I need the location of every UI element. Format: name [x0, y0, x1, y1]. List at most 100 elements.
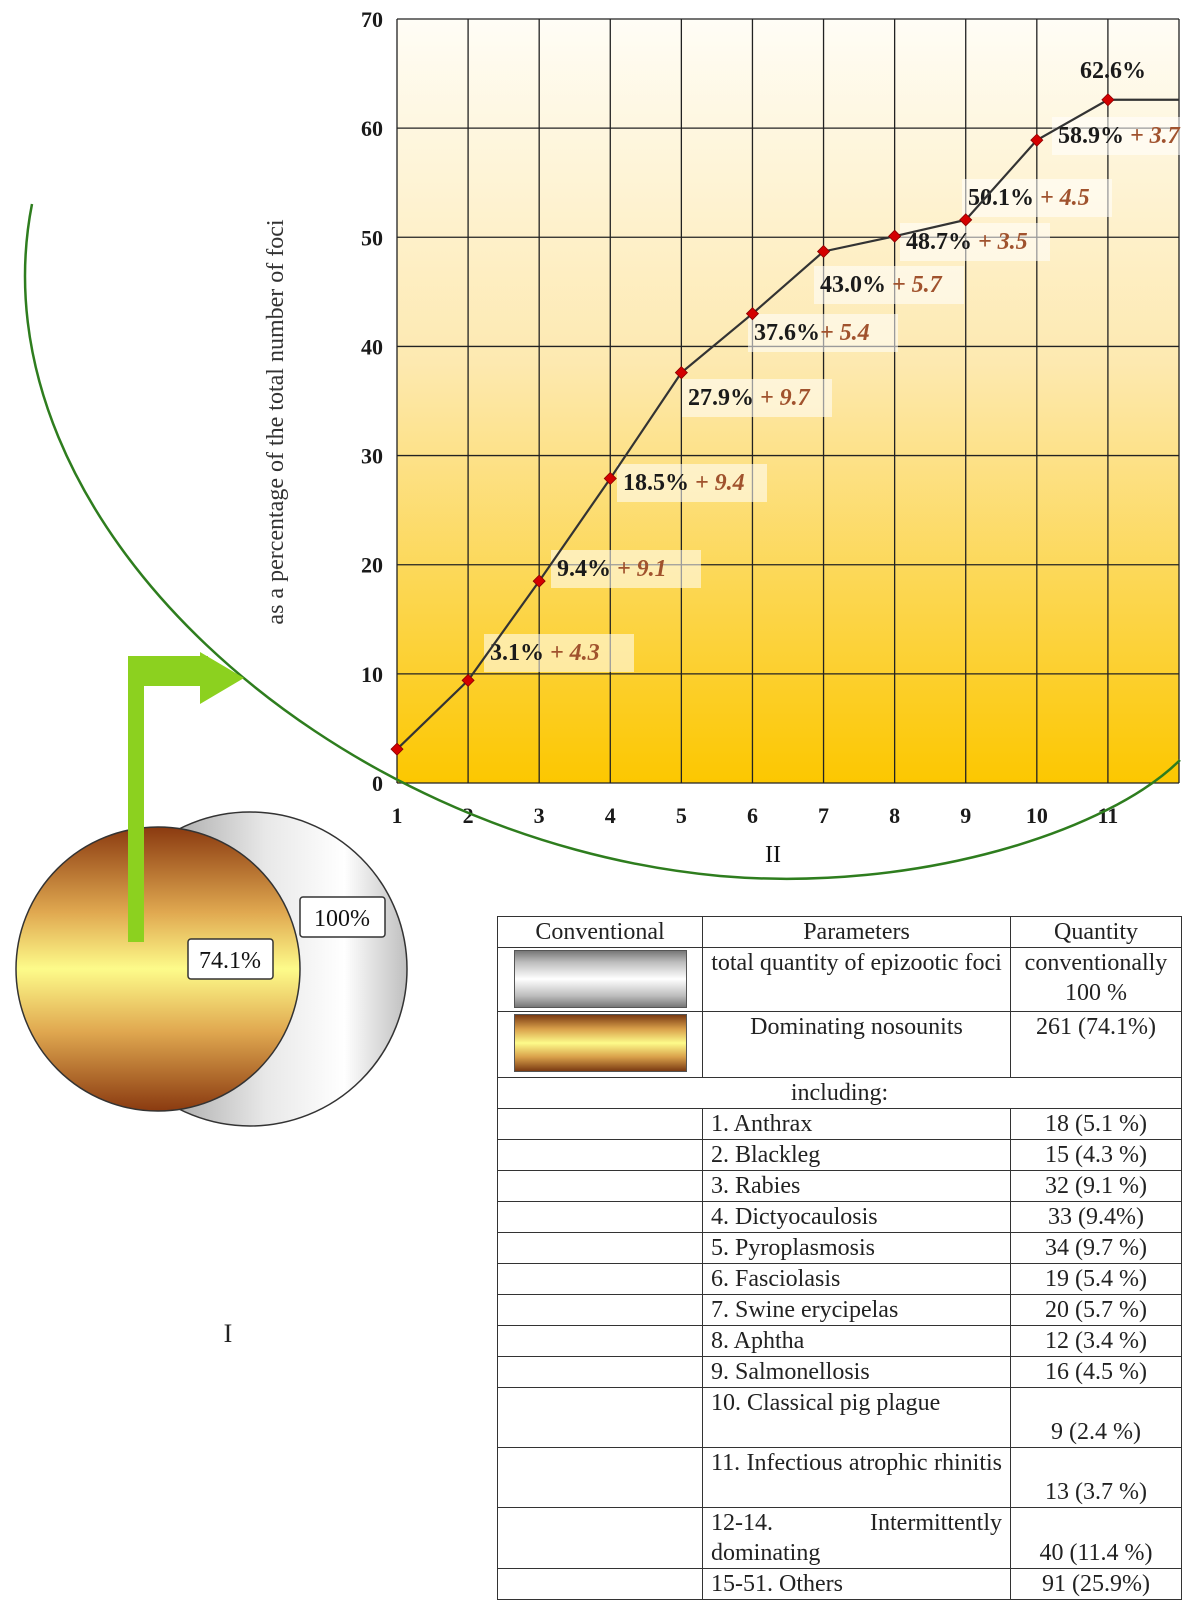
quantity-cell: conventionally 100 %	[1010, 947, 1182, 1012]
increment-value: + 9.7	[754, 385, 811, 411]
quantity-cell: 15 (4.3 %)	[1010, 1139, 1182, 1171]
table-row: 5. Pyroplasmosis 34 (9.7 %)	[497, 1232, 1182, 1264]
label-box	[484, 634, 634, 672]
table-row: 11. Infectious atrophic rhinitis 13 (3.7 …	[497, 1447, 1182, 1508]
parameter-cell: 9. Salmonellosis	[702, 1356, 1011, 1388]
point-label: 43.0% + 5.7	[814, 266, 964, 304]
label-box	[962, 179, 1112, 217]
y-axis-label: as a percentage of the total number of f…	[263, 219, 289, 624]
point-label: 9.4% + 9.1	[551, 550, 701, 588]
cumulative-value: 50.1%	[968, 185, 1034, 211]
empty-cell	[497, 1139, 703, 1171]
data-point	[1030, 133, 1044, 147]
x-tick-label: 11	[1098, 803, 1119, 828]
quantity-cell: 32 (9.1 %)	[1010, 1170, 1182, 1202]
point-value-label: 37.6%+ 5.4	[754, 320, 870, 346]
quantity-cell: 16 (4.5 %)	[1010, 1356, 1182, 1388]
label-box	[617, 464, 767, 502]
x-tick-label: 9	[960, 803, 971, 828]
x-tick-label: 1	[392, 803, 403, 828]
table-row: 6. Fasciolasis 19 (5.4 %)	[497, 1263, 1182, 1295]
cumulative-value: 3.1%	[490, 640, 544, 666]
increment-value: + 3.7	[1124, 123, 1181, 149]
increment-value: + 4.3	[544, 640, 600, 666]
y-tick-label: 30	[361, 444, 383, 469]
cumulative-value: 48.7%	[906, 229, 972, 255]
y-tick-label: 20	[361, 553, 383, 578]
green-arrow-shaft	[128, 656, 144, 942]
point-value-label: 48.7% + 3.5	[906, 229, 1028, 255]
swatch-cell	[497, 1011, 703, 1078]
cumulative-value: 58.9%	[1058, 123, 1124, 149]
data-point	[461, 673, 475, 687]
point-value-label: 50.1% + 4.5	[968, 185, 1090, 211]
cumulative-value: 37.6%	[754, 320, 820, 346]
data-point	[603, 471, 617, 486]
table-row: 8. Aphtha 12 (3.4 %)	[497, 1325, 1182, 1357]
dominating-nosounits-circle	[15, 826, 301, 1112]
cumulative-value: 43.0%	[820, 272, 886, 298]
cumulative-value: 9.4%	[557, 556, 611, 582]
data-point	[959, 213, 973, 227]
y-tick-label: 70	[361, 7, 383, 32]
parameter-cell: 10. Classical pig plague	[702, 1387, 1011, 1448]
parameter-cell: 3. Rabies	[702, 1170, 1011, 1202]
y-tick-label: 50	[361, 225, 383, 250]
data-point	[674, 366, 688, 380]
x-tick-label: 6	[747, 803, 758, 828]
point-label: 58.9% + 3.7	[1052, 117, 1200, 155]
y-tick-label: 0	[372, 771, 383, 796]
x-tick-label: 3	[534, 803, 545, 828]
data-point	[532, 574, 546, 588]
parameter-cell: 5. Pyroplasmosis	[702, 1232, 1011, 1264]
label-box	[551, 550, 701, 588]
increment-value: + 5.4	[820, 320, 870, 346]
table-row: 4. Dictyocaulosis 33 (9.4%)	[497, 1201, 1182, 1233]
point-label: 18.5% + 9.4	[617, 464, 767, 502]
table-row: 9. Salmonellosis 16 (4.5 %)	[497, 1356, 1182, 1388]
label-box	[748, 314, 898, 352]
x-tick-label: 10	[1026, 803, 1048, 828]
cumulative-value: 27.9%	[688, 385, 754, 411]
x-tick-label: 7	[818, 803, 829, 828]
point-value-label: 3.1% + 4.3	[490, 640, 600, 666]
data-point	[1101, 93, 1115, 107]
point-label: 62.6%	[1080, 58, 1146, 84]
data-point	[745, 307, 760, 321]
point-value-label: 27.9% + 9.7	[688, 385, 811, 411]
quantity-cell: 13 (3.7 %)	[1010, 1447, 1182, 1508]
empty-cell	[497, 1568, 703, 1600]
quantity-cell: 34 (9.7 %)	[1010, 1232, 1182, 1264]
x-tick-label: 5	[676, 803, 687, 828]
grey-swatch-icon	[513, 950, 687, 1008]
swatch-cell	[497, 947, 703, 1012]
point-label: 50.1% + 4.5	[962, 179, 1112, 217]
set-value-741: 74.1%	[199, 948, 261, 974]
data-point	[390, 742, 404, 756]
parameter-cell: 6. Fasciolasis	[702, 1263, 1011, 1295]
empty-cell	[497, 1325, 703, 1357]
empty-cell	[497, 1356, 703, 1388]
label-box-741	[187, 938, 274, 980]
table-row: 10. Classical pig plague 9 (2.4 %)	[497, 1387, 1182, 1448]
set-value-100: 100%	[314, 906, 370, 932]
parameter-cell: 12-14. Intermittently dominating	[702, 1507, 1011, 1569]
brown-swatch-icon	[513, 1014, 687, 1072]
point-value-label: 62.6%	[1080, 58, 1146, 84]
quantity-cell: 12 (3.4 %)	[1010, 1325, 1182, 1357]
table-row: 2. Blackleg 15 (4.3 %)	[497, 1139, 1182, 1171]
parameter-cell: 7. Swine erycipelas	[702, 1294, 1011, 1326]
empty-cell	[497, 1294, 703, 1326]
quantity-cell: 33 (9.4%)	[1010, 1201, 1182, 1233]
venn-diagram: 100% 74.1% I	[15, 811, 408, 1348]
increment-value: + 3.5	[972, 229, 1028, 255]
table-row: 15-51. Others 91 (25.9%)	[497, 1568, 1182, 1600]
table-header-row: Conventional Parameters Quantity	[497, 916, 1182, 948]
table-row: Dominating nosounits 261 (74.1%)	[497, 1011, 1182, 1078]
parameter-cell: 4. Dictyocaulosis	[702, 1201, 1011, 1233]
point-value-label: 58.9% + 3.7	[1058, 123, 1181, 149]
header-conventional: Conventional	[497, 916, 703, 948]
x-tick-label: 4	[605, 803, 616, 828]
label-box	[682, 379, 832, 417]
